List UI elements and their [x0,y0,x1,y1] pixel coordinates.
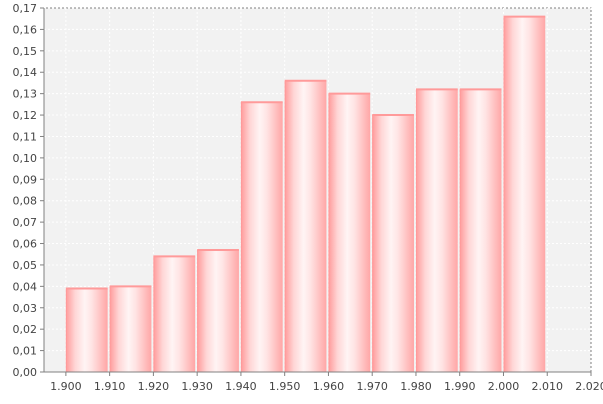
bar [503,15,546,373]
y-tick-label: 0,17 [13,2,38,15]
y-tick-label: 0,09 [13,173,38,186]
y-tick-label: 0,14 [13,66,38,79]
y-tick-label: 0,05 [13,259,38,272]
y-tick-label: 0,11 [13,130,38,143]
y-tick-label: 0,02 [13,323,38,336]
bar-body [328,93,371,372]
y-tick-label: 0,06 [13,238,38,251]
bar [197,248,239,372]
y-tick-label: 0,03 [13,302,38,315]
bar [372,114,414,372]
x-tick-label: 1.920 [138,380,170,393]
bar-body [65,288,108,372]
bar-body [197,249,239,372]
y-tick-label: 0,07 [13,216,38,229]
x-tick-label: 2.000 [488,380,520,393]
bar-body [503,16,546,373]
y-axis-ticks: 0,00 0,01 0,02 0,03 0,04 0,05 0,06 0,07 0,08 0,09… [13,2,44,379]
y-tick-label: 0,08 [13,195,38,208]
x-axis-ticks: 1.900 1.910 1.920 1.930 1.940 1.950 1.960 1.970… [50,372,603,393]
bar-body [153,256,196,372]
y-tick-label: 0,04 [13,280,38,293]
bar-body [109,286,152,372]
y-tick-label: 0,12 [13,109,38,122]
bar [153,255,196,372]
bar-body [284,80,327,373]
x-tick-label: 1.970 [356,380,388,393]
bar-body [240,102,283,372]
x-tick-label: 1.940 [225,380,257,393]
bars [65,15,546,373]
x-tick-label: 1.990 [444,380,476,393]
y-tick-label: 0,13 [13,88,38,101]
x-tick-label: 2.010 [531,380,563,393]
bar [415,88,458,372]
x-tick-label: 1.950 [269,380,301,393]
x-tick-label: 1.930 [181,380,213,393]
y-tick-label: 0,10 [13,152,38,165]
bar [65,287,108,372]
bar-body [415,89,458,372]
bar [109,285,152,372]
bar-body [459,89,502,372]
y-tick-label: 0,00 [13,366,38,379]
x-tick-label: 1.900 [50,380,82,393]
x-tick-label: 1.960 [313,380,345,393]
bar [240,101,283,372]
x-tick-label: 2.020 [575,380,603,393]
y-tick-label: 0,01 [13,345,38,358]
bar [328,92,371,372]
bar [459,88,502,372]
axes [43,8,591,373]
x-tick-label: 1.910 [94,380,126,393]
bar-body [372,115,414,372]
y-tick-label: 0,15 [13,45,38,58]
x-tick-label: 1.980 [400,380,432,393]
bar [284,79,327,373]
y-tick-label: 0,16 [13,23,38,36]
